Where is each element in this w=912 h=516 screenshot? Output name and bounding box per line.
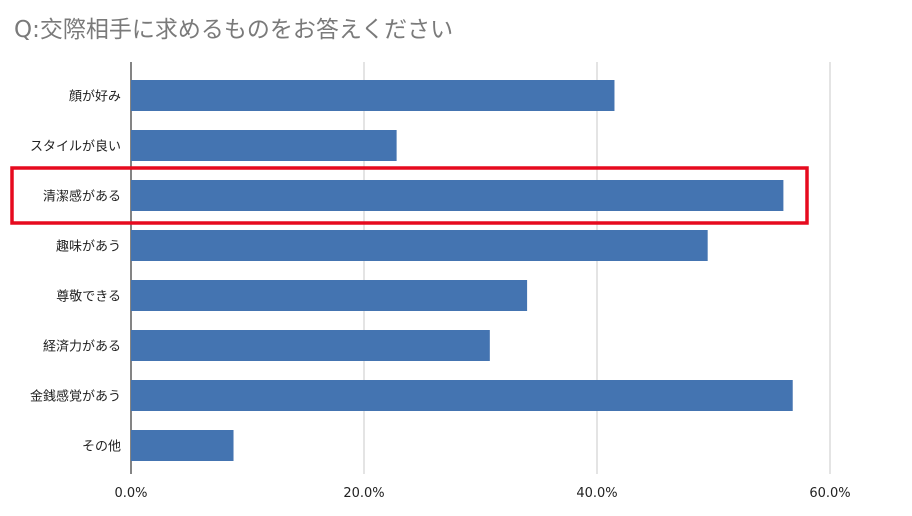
grid-lines	[130, 62, 831, 474]
bar	[131, 230, 708, 261]
category-label: 清潔感がある	[43, 189, 121, 205]
bar	[131, 430, 234, 461]
category-label: 経済力がある	[43, 339, 121, 355]
category-label: その他	[82, 440, 121, 455]
bar	[131, 380, 793, 411]
bar	[131, 330, 490, 361]
x-tick-label: 40.0%	[576, 486, 617, 501]
category-label: 金銭感覚があう	[30, 389, 121, 405]
x-tick-label: 60.0%	[809, 486, 850, 501]
bar	[131, 130, 397, 161]
highlight-frame	[10, 166, 809, 225]
x-tick-labels: 0.0% 20.0% 40.0% 60.0%	[114, 486, 850, 501]
category-label: スタイルが良い	[30, 139, 121, 155]
category-label: 尊敬できる	[56, 289, 121, 305]
bar	[131, 80, 615, 111]
category-labels: 顔が好みスタイルが良い清潔感がある趣味があう尊敬できる経済力がある金銭感覚があう…	[30, 90, 121, 455]
chart-title: Q:交際相手に求めるものをお答えください	[14, 17, 454, 43]
x-tick-label: 0.0%	[114, 486, 147, 501]
category-label: 顔が好み	[69, 90, 121, 105]
bar	[131, 280, 528, 311]
bar	[131, 180, 784, 211]
highlight-box	[10, 166, 809, 225]
category-label: 趣味があう	[56, 240, 121, 255]
bars	[131, 80, 793, 461]
x-tick-label: 20.0%	[343, 486, 384, 501]
